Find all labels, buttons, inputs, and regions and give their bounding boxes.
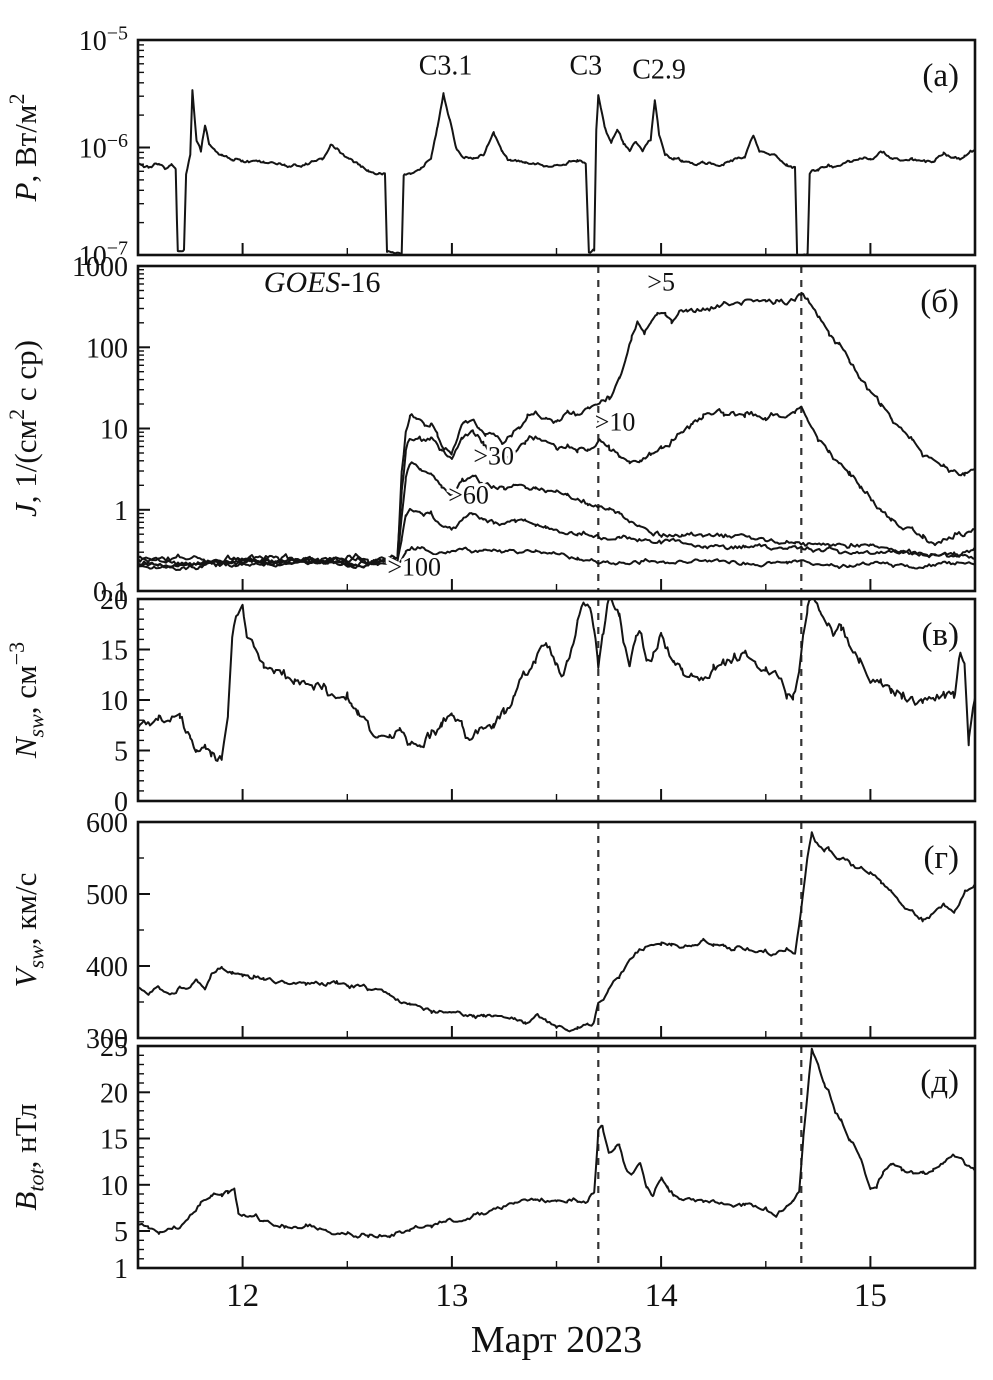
panel-v [136,597,977,803]
series-nsw [139,600,974,762]
y-tick-label: 5 [114,737,128,768]
y-tick-label: 20 [100,585,128,616]
label-gt60: >60 [448,480,489,509]
y-axis-title-g: Vsw, км/с [8,873,48,988]
series-xray [139,89,974,254]
y-tick-label: 10−5 [79,22,128,57]
y-tick-label: 10 [100,1171,128,1202]
x-axis-title: Март 2023 [470,1319,643,1361]
goes-label: GOES-16 [264,266,381,299]
x-tick-label: 14 [645,1278,678,1314]
panel-corner-label: (в) [921,617,959,653]
panel-corner-label: (а) [922,58,959,94]
label-gt10: >10 [595,407,636,436]
y-axis-title-d: Btot, нТл [8,1103,48,1210]
x-tick-label: 12 [226,1278,259,1314]
x-tick-label: 15 [854,1278,887,1314]
label-gt100: >100 [387,553,441,582]
panel-border [136,597,977,803]
panel-a [136,38,977,257]
series-gt5 [139,291,974,567]
y-tick-label: 10 [100,686,128,717]
panel-d [136,1044,977,1270]
y-tick-label: 15 [100,636,128,667]
series-vsw [139,831,974,1033]
y-tick-label: 15 [100,1125,128,1156]
y-tick-label: 300 [86,1024,128,1055]
series-group [139,831,974,1033]
y-tick-label: 5 [114,1217,128,1248]
panel-g [136,820,977,1040]
series-gt10 [139,405,974,568]
series-group [139,600,974,762]
panel-border [136,820,977,1040]
y-axis-title-b: J, 1/(см2 с ср) [4,340,43,517]
panel-border [136,264,977,593]
y-tick-label: 10 [100,415,128,446]
series-group [139,291,974,571]
flare-c29: C2.9 [632,54,686,85]
series-gt60 [139,507,974,569]
series-gt30 [139,461,974,571]
series-group [139,89,974,254]
panel-border [136,1044,977,1270]
y-tick-label: 1 [114,1254,128,1285]
y-axis-title-v: Nsw, см−3 [4,642,48,759]
y-tick-label: 400 [86,952,128,983]
flare-c31: C3.1 [419,50,473,81]
y-tick-label: 1000 [72,252,128,283]
y-tick-label: 0.1 [93,577,128,608]
x-tick-label: 13 [435,1278,468,1314]
series-btot [139,1047,974,1239]
panel-b [136,264,977,593]
y-tick-label: 10−6 [79,130,128,165]
flare-c3: C3 [569,50,602,81]
y-tick-label: 0 [114,787,128,818]
y-axis-title-a: P, Вт/м2 [4,94,43,203]
y-tick-label: 20 [100,1078,128,1109]
panel-corner-label: (д) [920,1064,959,1100]
label-gt5: >5 [647,267,675,296]
series-group [139,1047,974,1239]
panel-corner-label: (г) [923,840,959,876]
y-tick-label: 10−7 [79,237,128,272]
y-tick-label: 500 [86,880,128,911]
y-tick-label: 1 [114,496,128,527]
y-tick-label: 100 [86,333,128,364]
y-tick-label: 25 [100,1032,128,1063]
y-tick-label: 600 [86,808,128,839]
series-gt100 [139,546,974,570]
panel-border [136,38,977,257]
panel-corner-label: (б) [920,284,959,320]
label-gt30: >30 [473,442,514,471]
